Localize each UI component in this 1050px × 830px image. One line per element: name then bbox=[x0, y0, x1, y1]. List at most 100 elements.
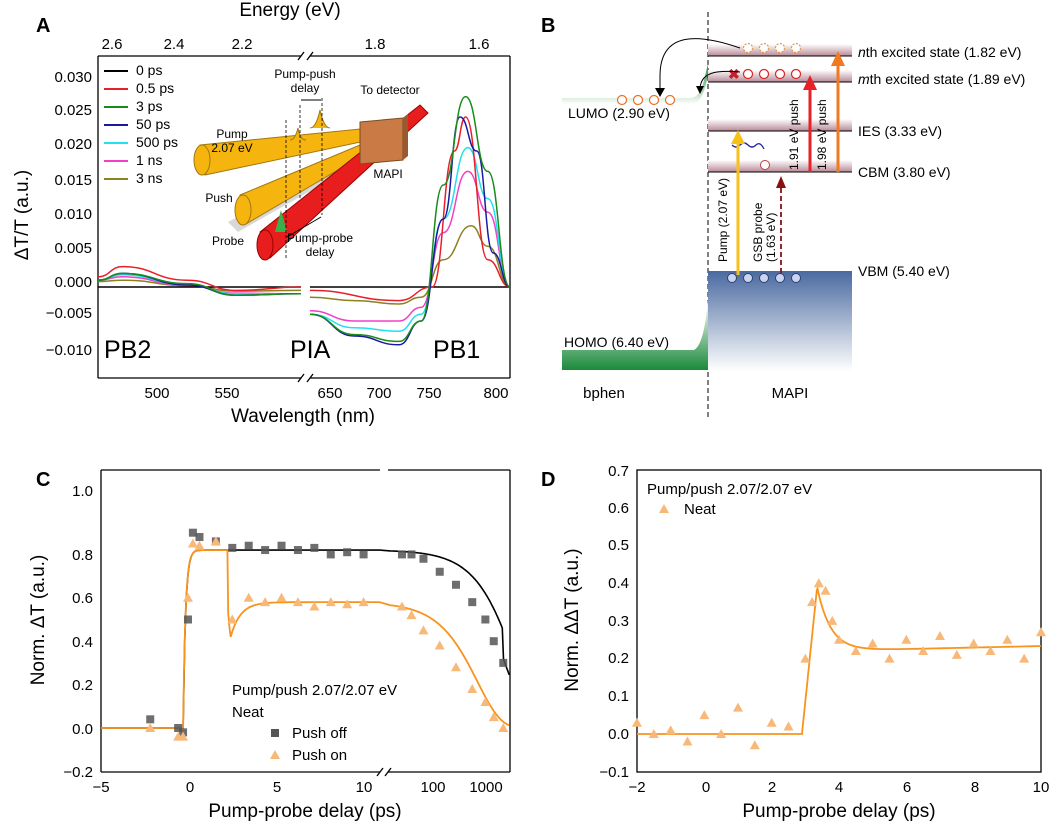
gsb-arrow-label: GSB probe bbox=[751, 202, 765, 262]
point-neat bbox=[985, 646, 996, 656]
point-neat bbox=[632, 717, 642, 727]
point-push-off bbox=[293, 546, 302, 555]
panel-b-label: B bbox=[541, 15, 555, 37]
panel-a-top-axis-label: Energy (eV) bbox=[239, 0, 340, 21]
inset-pump-push-label: Pump-push bbox=[274, 67, 335, 81]
panel-a-ylabel: ΔT/T (a.u.) bbox=[12, 170, 33, 260]
point-neat bbox=[682, 736, 693, 746]
y-tick: −0.005 bbox=[46, 305, 92, 322]
x-tick: 4 bbox=[835, 779, 843, 796]
panel-b: B nth excited state (1.82 eV) mth excite… bbox=[541, 12, 1025, 420]
legend-label: 3 ns bbox=[136, 170, 162, 186]
series-line-0.5-ps bbox=[97, 116, 511, 302]
x-tick: 2 bbox=[768, 779, 776, 796]
cbm-electron bbox=[760, 160, 770, 170]
fit-push-on bbox=[101, 549, 510, 729]
inset-mapi-sample bbox=[359, 117, 404, 165]
y-tick: −0.2 bbox=[63, 764, 93, 781]
mth-electrons bbox=[742, 68, 802, 80]
panel-c: C −5 0 5 10 100 1000 Pump-probe delay (p… bbox=[28, 469, 511, 822]
legend-label: 0.5 ps bbox=[136, 80, 174, 96]
x-tick: 8 bbox=[971, 779, 979, 796]
panel-d-label: D bbox=[541, 469, 555, 491]
level-ies: IES (3.33 eV) bbox=[858, 123, 942, 139]
vbm-band bbox=[708, 271, 852, 371]
y-tick: 0.000 bbox=[54, 274, 92, 291]
point-neat bbox=[1036, 627, 1046, 637]
panel-d-y-ticks: −0.1 0.0 0.1 0.2 0.3 0.4 0.5 0.7 0.6 bbox=[599, 463, 629, 781]
point-push-on bbox=[480, 696, 491, 706]
panel-c-x-ticks: −5 0 5 10 100 1000 bbox=[92, 779, 502, 796]
fit-neat bbox=[637, 585, 1042, 735]
transfer-arrow-nth bbox=[659, 38, 741, 96]
panel-b-level-labels: nth excited state (1.82 eV) mth excited … bbox=[564, 44, 1025, 350]
cbm-band bbox=[708, 160, 852, 172]
y-tick: 0.5 bbox=[608, 537, 629, 554]
panel-c-axes bbox=[100, 469, 511, 773]
push-191-arrowhead bbox=[803, 75, 817, 90]
legend-label: 0 ps bbox=[136, 62, 162, 78]
region-pb2: PB2 bbox=[104, 336, 151, 364]
panel-d-x-ticks: −2 0 2 4 6 8 10 bbox=[628, 779, 1049, 796]
point-push-off bbox=[343, 548, 352, 557]
point-neat bbox=[800, 653, 811, 663]
y-tick: 0.7 bbox=[608, 463, 629, 480]
legend-marker-push-off bbox=[271, 729, 279, 737]
panel-a-frame bbox=[97, 51, 511, 383]
panel-c-plot bbox=[101, 528, 510, 741]
y-tick: 1.0 bbox=[72, 483, 93, 500]
point-push-off bbox=[310, 543, 319, 552]
inset-delay-guides bbox=[285, 98, 323, 258]
x-tick: 700 bbox=[366, 385, 391, 402]
point-neat bbox=[827, 615, 838, 625]
inset-pump-probe-label: Pump-probe bbox=[287, 231, 353, 245]
point-push-on bbox=[309, 601, 320, 611]
point-push-on bbox=[243, 592, 254, 602]
point-neat bbox=[783, 721, 794, 731]
homo-band bbox=[562, 300, 708, 370]
point-push-off bbox=[188, 528, 197, 537]
point-push-off bbox=[228, 543, 237, 552]
x-tick: 550 bbox=[214, 385, 239, 402]
lumo-band bbox=[562, 64, 708, 104]
point-push-on bbox=[325, 597, 336, 607]
point-neat bbox=[733, 702, 743, 712]
level-vbm: VBM (5.40 eV) bbox=[858, 263, 950, 279]
panel-a-xlabel: Wavelength (nm) bbox=[231, 406, 375, 427]
y-tick: −0.010 bbox=[46, 342, 92, 359]
y-tick: 0.030 bbox=[54, 69, 92, 86]
panel-c-label: C bbox=[36, 469, 50, 491]
point-neat bbox=[1002, 634, 1013, 644]
y-tick: 0.020 bbox=[54, 136, 92, 153]
region-pb1: PB1 bbox=[433, 336, 480, 364]
panel-a-axes bbox=[97, 55, 511, 379]
point-neat bbox=[648, 729, 659, 738]
level-mth: mth excited state (1.89 eV) bbox=[858, 71, 1025, 87]
panel-a-energy-ticks: 2.6 2.4 2.2 1.8 1.6 bbox=[102, 36, 490, 53]
gsb-arrow-label-2: (1.63 eV) bbox=[764, 213, 778, 262]
point-neat bbox=[884, 653, 895, 663]
x-tick: 0 bbox=[186, 779, 194, 796]
point-neat bbox=[834, 634, 844, 644]
point-push-on bbox=[358, 597, 369, 607]
point-neat bbox=[665, 725, 676, 735]
x-tick: 750 bbox=[416, 385, 441, 402]
y-tick: 0.6 bbox=[72, 590, 93, 607]
point-neat bbox=[918, 646, 929, 656]
level-lumo: LUMO (2.90 eV) bbox=[568, 105, 670, 121]
legend-push-off: Push off bbox=[292, 725, 348, 742]
inset-mapi-label: MAPI bbox=[373, 167, 402, 181]
panel-d: D −2 0 2 4 6 8 10 Pump-probe delay (ps) … bbox=[541, 463, 1049, 822]
point-push-on bbox=[292, 597, 303, 607]
panel-a: A Energy (eV) 2.6 2.4 2.2 1.8 1.6 500 55… bbox=[12, 0, 511, 427]
legend-neat: Neat bbox=[684, 501, 717, 518]
energy-tick: 1.6 bbox=[469, 36, 490, 53]
point-neat bbox=[716, 729, 727, 738]
energy-tick: 1.8 bbox=[365, 36, 386, 53]
inset-probe-label: Probe bbox=[212, 234, 244, 248]
gsb-probe-arrowhead bbox=[776, 176, 786, 188]
ies-band bbox=[708, 119, 852, 131]
panel-c-frame bbox=[100, 469, 511, 777]
energy-tick: 2.2 bbox=[232, 36, 253, 53]
